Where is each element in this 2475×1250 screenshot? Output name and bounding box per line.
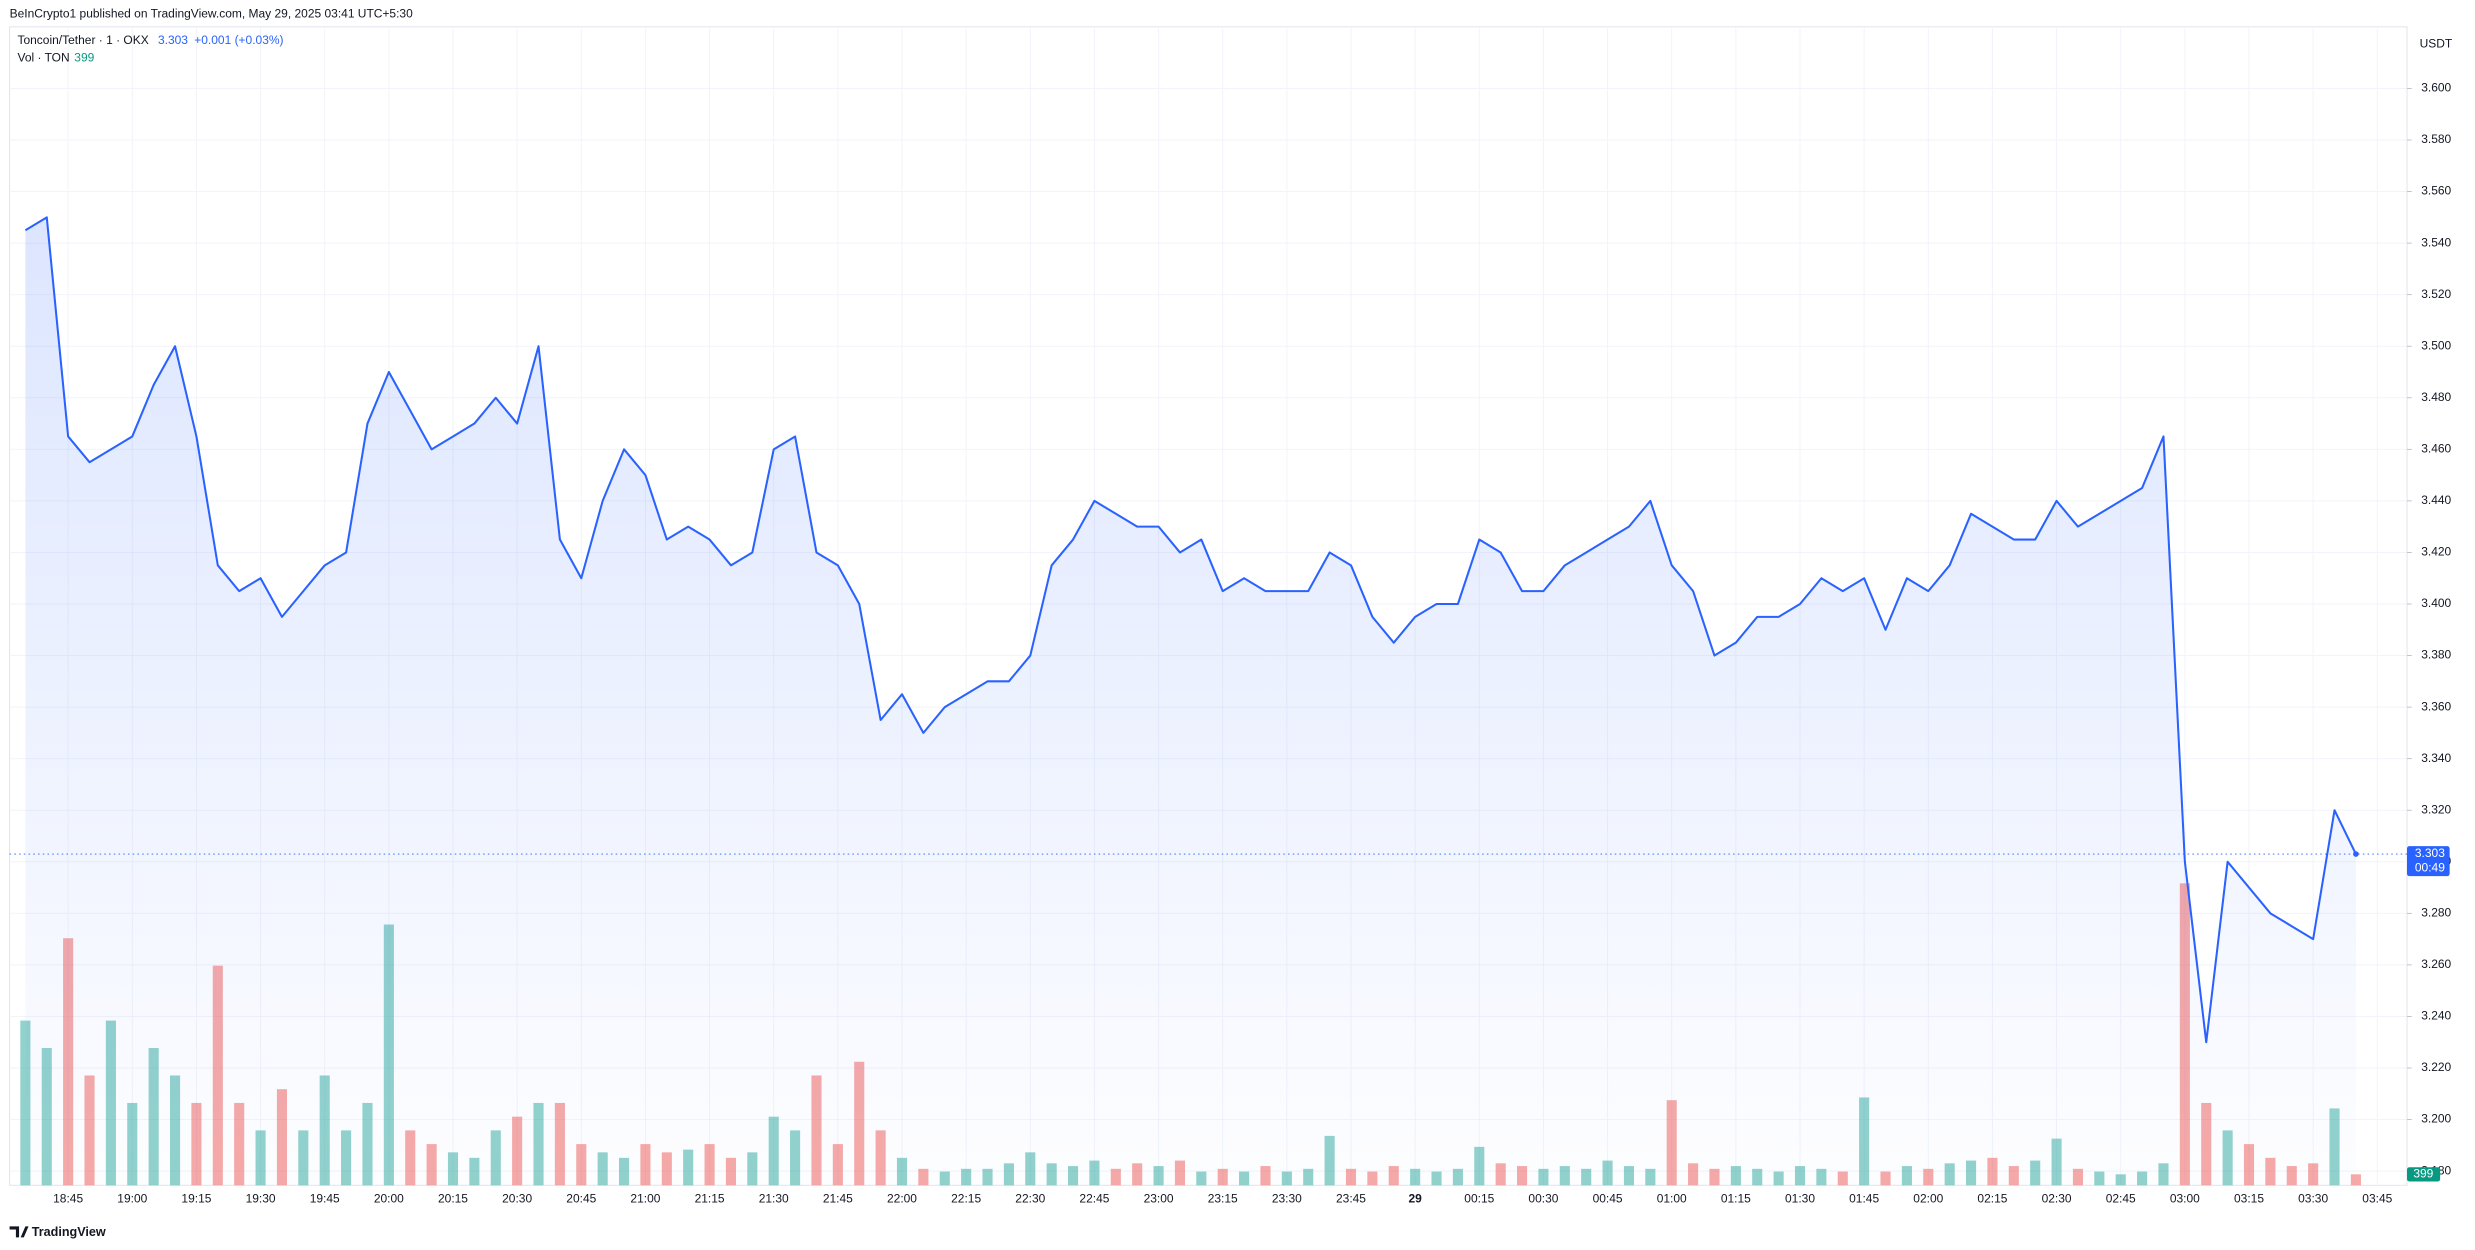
x-tick-label: 01:00 [1657, 1192, 1687, 1206]
price-line [24, 216, 2357, 1044]
last-point [2353, 851, 2359, 857]
brand-name: TradingView [32, 1225, 106, 1239]
brand-logo: TradingView [9, 1225, 106, 1239]
x-tick-label: 01:30 [1785, 1192, 1815, 1206]
volume-tag [2407, 1167, 2441, 1182]
x-tick-label: 22:45 [1079, 1192, 1109, 1206]
price-series [9, 216, 2408, 1186]
legend-last-price: 3.303 [158, 33, 188, 47]
x-tick-label: 23:15 [1208, 1192, 1238, 1206]
x-tick-label: 03:45 [2362, 1192, 2392, 1206]
x-tick-label: 22:00 [887, 1192, 917, 1206]
y-tick-label: 3.540 [2421, 235, 2451, 249]
y-axis-unit: USDT [2420, 36, 2453, 50]
y-tick-label: 3.480 [2421, 390, 2451, 404]
x-tick-label: 02:00 [1913, 1192, 1943, 1206]
y-tick-label: 3.340 [2421, 751, 2451, 765]
x-tick-label: 00:30 [1528, 1192, 1558, 1206]
y-tick-label: 3.380 [2421, 648, 2451, 662]
x-tick-label: 01:15 [1721, 1192, 1751, 1206]
x-tick-label: 19:00 [117, 1192, 147, 1206]
countdown-label: 00:49 [2415, 860, 2445, 874]
x-tick-label: 22:15 [951, 1192, 981, 1206]
y-tick-label: 3.200 [2421, 1112, 2451, 1126]
legend-symbol: Toncoin/Tether · 1 · OKX [17, 33, 148, 47]
last-price-tag-label: 3.303 [2415, 846, 2445, 860]
y-tick-label: 3.400 [2421, 596, 2451, 610]
legend-change: +0.001 (+0.03%) [194, 33, 283, 47]
y-tick-label: 3.500 [2421, 338, 2451, 352]
y-tick-label: 3.520 [2421, 287, 2451, 301]
y-tick-label: 3.320 [2421, 802, 2451, 816]
x-tick-label: 22:30 [1015, 1192, 1045, 1206]
x-tick-label: 19:30 [246, 1192, 276, 1206]
y-tick-label: 3.220 [2421, 1060, 2451, 1074]
x-tick-label: 23:00 [1144, 1192, 1174, 1206]
publish-info: BeInCrypto1 published on TradingView.com… [10, 6, 414, 20]
y-tick-label: 3.440 [2421, 493, 2451, 507]
y-tick-label: 3.420 [2421, 545, 2451, 559]
y-tick-label: 3.240 [2421, 1009, 2451, 1023]
x-tick-label: 21:15 [695, 1192, 725, 1206]
x-tick-label: 21:00 [630, 1192, 660, 1206]
axes: 3.1803.2003.2203.2403.2603.2803.3003.320… [53, 81, 2451, 1206]
x-tick-label: 02:30 [2042, 1192, 2072, 1206]
x-tick-label: 03:30 [2298, 1192, 2328, 1206]
price-area [25, 217, 2356, 1186]
x-tick-label: 21:30 [759, 1192, 789, 1206]
x-tick-label: 19:15 [181, 1192, 211, 1206]
x-tick-label: 23:45 [1336, 1192, 1366, 1206]
x-tick-label: 02:45 [2106, 1192, 2136, 1206]
x-tick-label: 18:45 [53, 1192, 83, 1206]
x-tick-label: 20:00 [374, 1192, 404, 1206]
y-tick-label: 3.280 [2421, 906, 2451, 920]
y-tick-label: 3.560 [2421, 184, 2451, 198]
legend-volume: Vol · TON [17, 51, 69, 65]
x-tick-label: 00:45 [1593, 1192, 1623, 1206]
x-tick-label: 20:45 [566, 1192, 596, 1206]
y-tick-label: 3.580 [2421, 132, 2451, 146]
x-tick-label: 29 [1408, 1192, 1422, 1206]
y-tick-label: 3.460 [2421, 442, 2451, 456]
last-price-tag [2407, 846, 2450, 877]
x-tick-label: 23:30 [1272, 1192, 1302, 1206]
x-tick-label: 03:15 [2234, 1192, 2264, 1206]
x-tick-label: 21:45 [823, 1192, 853, 1206]
legend-volume-last: 399 [74, 51, 94, 65]
y-tick-label: 3.600 [2421, 81, 2451, 95]
y-tick-label: 3.260 [2421, 957, 2451, 971]
y-tick-label: 3.360 [2421, 699, 2451, 713]
x-tick-label: 20:30 [502, 1192, 532, 1206]
x-tick-label: 03:00 [2170, 1192, 2200, 1206]
x-tick-label: 01:45 [1849, 1192, 1879, 1206]
x-tick-label: 20:15 [438, 1192, 468, 1206]
x-tick-label: 19:45 [310, 1192, 340, 1206]
volume-tag-label: 399 [2413, 1167, 2433, 1181]
x-tick-label: 00:15 [1464, 1192, 1494, 1206]
x-tick-label: 02:15 [1977, 1192, 2007, 1206]
